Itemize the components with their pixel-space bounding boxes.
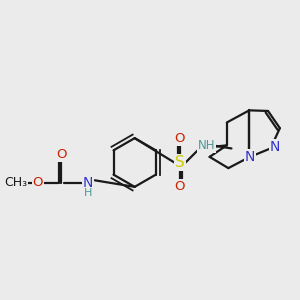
Text: H: H [84, 188, 92, 198]
Text: N: N [82, 176, 93, 190]
Text: O: O [175, 132, 185, 145]
Text: O: O [56, 148, 67, 161]
Text: O: O [175, 180, 185, 193]
Text: CH₃: CH₃ [4, 176, 28, 189]
Text: N: N [245, 150, 255, 164]
Text: O: O [33, 176, 43, 189]
Text: NH: NH [198, 139, 215, 152]
Text: S: S [175, 155, 185, 170]
Text: N: N [270, 140, 280, 154]
